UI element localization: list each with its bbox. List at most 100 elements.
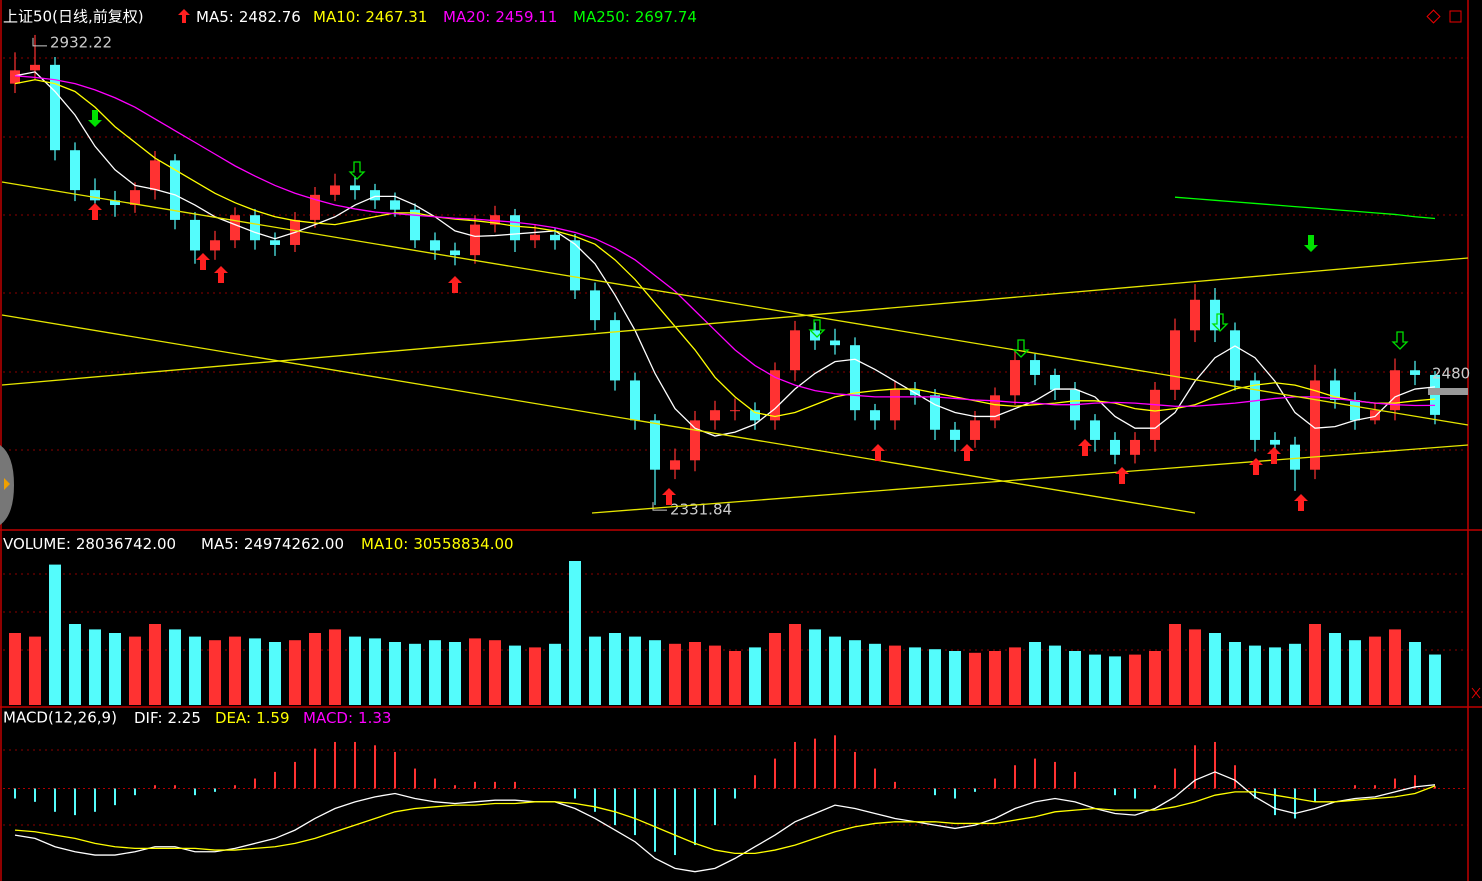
legend-name: MA5: xyxy=(201,535,239,553)
volume-bar xyxy=(189,636,201,705)
volume-bar xyxy=(729,651,741,705)
candle-body xyxy=(950,429,960,440)
grid xyxy=(3,57,1468,826)
ma-line xyxy=(14,79,1436,418)
volume-bar xyxy=(69,624,81,705)
volume-bar xyxy=(1429,654,1441,705)
volume-bar xyxy=(1049,645,1061,705)
volume-bar xyxy=(969,652,981,705)
ma-line xyxy=(14,785,1436,855)
legend-value: 28036742.00 xyxy=(76,535,176,553)
side-handle-arrow xyxy=(4,478,10,490)
legend-name: DIF: xyxy=(134,709,163,727)
chrome xyxy=(0,9,1481,699)
candle-body xyxy=(10,70,20,84)
volume-bar xyxy=(749,647,761,705)
candle-body xyxy=(1330,380,1340,401)
trend-line xyxy=(591,444,1469,514)
candle-body xyxy=(270,240,280,245)
candle-body xyxy=(830,340,840,346)
volume-bar xyxy=(1349,640,1361,705)
candle-body xyxy=(550,234,560,241)
candle-body xyxy=(1090,420,1100,440)
legend-entry: MACD: 1.33 xyxy=(303,709,391,727)
candle-body xyxy=(1130,439,1140,455)
volume-bar xyxy=(1129,654,1141,705)
legend-name: VOLUME: xyxy=(3,535,71,553)
candle-body xyxy=(1350,400,1360,421)
candle-body xyxy=(590,290,600,321)
legend-value: 30558834.00 xyxy=(413,535,513,553)
candle-body xyxy=(610,320,620,381)
candle-body xyxy=(1110,439,1120,455)
legend-entry: MA5: 2482.76 xyxy=(196,8,301,26)
title: MACD(12,26,9) xyxy=(3,709,117,727)
volume-bar xyxy=(209,640,221,705)
volume-bar xyxy=(1209,633,1221,705)
candle-body xyxy=(1370,410,1380,421)
legend-value: 1.33 xyxy=(358,709,391,727)
candle-body xyxy=(330,185,340,195)
legend-value: 1.59 xyxy=(256,709,289,727)
ma-line xyxy=(14,71,1436,437)
candle-body xyxy=(490,215,500,225)
trend-line xyxy=(1,314,1196,514)
volume-bar xyxy=(849,640,861,705)
candle-body xyxy=(1210,299,1220,331)
volume-bar xyxy=(869,643,881,705)
candle-body xyxy=(450,250,460,256)
legend-value: 2459.11 xyxy=(495,8,557,26)
candle-body xyxy=(850,345,860,411)
candle-body xyxy=(150,160,160,191)
candle-body xyxy=(350,185,360,191)
close-icon[interactable] xyxy=(1471,687,1481,699)
volume-bar xyxy=(509,645,521,705)
volume-bar xyxy=(29,636,41,705)
volume-bar xyxy=(1309,624,1321,705)
trend-line xyxy=(1,257,1469,386)
trend-lines xyxy=(1,181,1469,514)
candle-body xyxy=(170,160,180,220)
volume-bar xyxy=(1069,651,1081,705)
ma-line xyxy=(1174,196,1436,220)
annotation-pointer xyxy=(32,37,47,47)
volume-bar xyxy=(889,645,901,705)
macd-panel: MACD(12,26,9) xyxy=(3,709,1468,873)
volume-bar xyxy=(569,561,581,705)
candle-body xyxy=(870,410,880,421)
candle-body xyxy=(750,410,760,421)
volume-bar xyxy=(1389,629,1401,705)
annotation-pointer xyxy=(652,502,667,511)
candle-body xyxy=(190,219,200,251)
candle-body xyxy=(1290,444,1300,470)
volume-bar xyxy=(289,640,301,705)
volume-bar xyxy=(949,651,961,705)
candle-body xyxy=(70,150,80,191)
volume-bar xyxy=(1409,642,1421,705)
title: 上证50(日线,前复权) xyxy=(3,8,144,26)
legend-entry: DEA: 1.59 xyxy=(215,709,290,727)
volume-bar xyxy=(789,624,801,705)
volume-bar xyxy=(1149,651,1161,705)
high-label: 2932.22 xyxy=(50,33,112,51)
volume-bar xyxy=(769,633,781,705)
candle-body xyxy=(990,395,1000,421)
volume-bar xyxy=(669,643,681,705)
candle-body xyxy=(890,389,900,421)
candle-body xyxy=(650,420,660,470)
volume-bar xyxy=(929,649,941,705)
icon[interactable] xyxy=(1426,9,1441,24)
candle-body xyxy=(50,64,60,151)
candle-body xyxy=(530,234,540,241)
candle-body xyxy=(250,215,260,241)
icon[interactable] xyxy=(1449,10,1462,23)
volume-bar xyxy=(989,651,1001,705)
legend-value: 2.25 xyxy=(168,709,201,727)
volume-bar xyxy=(49,564,61,705)
candle-body xyxy=(1190,299,1200,331)
candle-body xyxy=(210,240,220,251)
volume-bar xyxy=(389,642,401,705)
